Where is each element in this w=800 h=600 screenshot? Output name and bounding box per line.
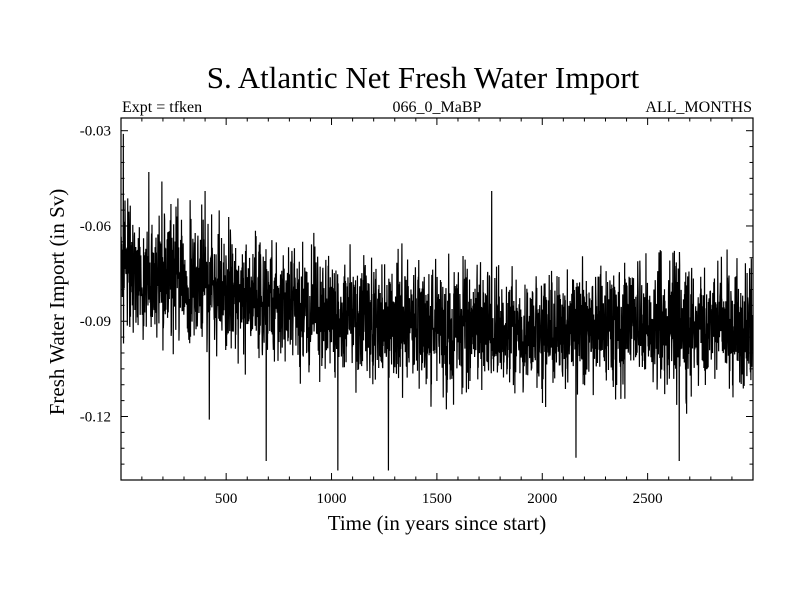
x-tick-label: 2000 bbox=[527, 491, 557, 507]
y-axis-label: Fresh Water Import (in Sv) bbox=[45, 189, 69, 416]
x-tick-label: 2500 bbox=[633, 491, 663, 507]
y-tick-label: -0.12 bbox=[80, 409, 111, 425]
y-tick-label: -0.06 bbox=[80, 219, 112, 235]
y-tick-label: -0.09 bbox=[80, 314, 111, 330]
x-tick-label: 1500 bbox=[422, 491, 452, 507]
header-right-label: ALL_MONTHS bbox=[645, 99, 752, 116]
y-tick-label: -0.03 bbox=[80, 124, 111, 140]
header-center-label: 066_0_MaBP bbox=[393, 99, 482, 116]
x-tick-label: 500 bbox=[215, 491, 238, 507]
chart-title: S. Atlantic Net Fresh Water Import bbox=[207, 60, 640, 95]
x-tick-label: 1000 bbox=[317, 491, 347, 507]
header-left-label: Expt = tfken bbox=[122, 99, 202, 116]
series-line bbox=[121, 133, 753, 471]
x-axis-label: Time (in years since start) bbox=[328, 511, 547, 535]
